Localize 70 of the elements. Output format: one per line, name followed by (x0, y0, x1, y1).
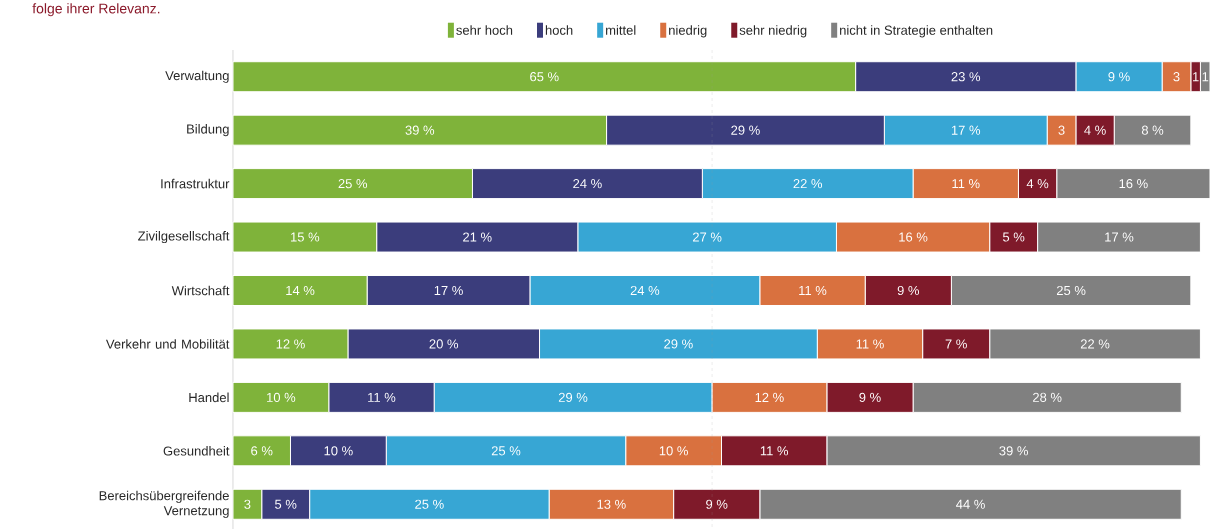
y-tick-label: Verkehr und Mobilität (105, 339, 230, 349)
data-label: 10 % (267, 392, 296, 402)
data-label: 10 % (659, 446, 688, 456)
data-label: 20 % (429, 339, 459, 349)
legend-label: hoch (545, 25, 573, 35)
data-label: 29 % (664, 339, 693, 349)
y-tick-label: Infrastruktur (161, 178, 230, 189)
data-label: 14 % (286, 285, 315, 296)
data-label: 25 % (415, 499, 444, 509)
data-label: 24 % (630, 285, 660, 296)
data-label: 39 % (405, 125, 435, 135)
data-label: 29 % (731, 125, 760, 135)
data-label: 4 % (1084, 125, 1106, 135)
data-label: 39 % (999, 446, 1028, 456)
data-label: 11 % (368, 392, 396, 402)
data-label: 16 % (899, 232, 928, 242)
data-label: 25 % (491, 446, 521, 456)
y-tick-label: Verwaltung (165, 70, 229, 83)
data-label: 1 (1202, 72, 1209, 82)
legend-label: niedrig (669, 25, 707, 38)
y-tick-label: Zivilgesellschaft (138, 230, 230, 244)
data-label: 13 % (597, 499, 626, 509)
data-label: 11 % (799, 285, 827, 296)
legend-label: sehr niedrig (739, 25, 807, 38)
data-label: 6 % (251, 446, 273, 456)
data-label: 24 % (573, 179, 602, 189)
y-tick-label: Bereichsübergreifende Vernetzung (99, 490, 229, 518)
data-label: 11 % (952, 179, 980, 189)
data-label: 9 % (1108, 72, 1130, 82)
data-label: 22 % (1080, 339, 1110, 349)
legend-label: mittel (606, 25, 636, 35)
data-label: 17 % (951, 125, 981, 135)
data-label: 3 (244, 499, 251, 509)
data-label: 12 % (276, 339, 305, 349)
data-label: 28 % (1033, 392, 1062, 402)
legend-label: sehr hoch (456, 25, 513, 35)
data-label: 21 % (463, 232, 492, 242)
data-label: 3 (1058, 125, 1065, 135)
data-label: 27 % (692, 232, 722, 242)
data-label: 22 % (793, 179, 823, 189)
y-tick-label: Bildung (187, 124, 229, 137)
data-label: 25 % (338, 179, 368, 189)
data-label: 17 % (1105, 232, 1134, 242)
text: folge ihrer Relevanz. (32, 3, 160, 17)
data-label: 7 % (945, 339, 967, 349)
data-label: 3 (1173, 72, 1180, 82)
data-label: 25 % (1056, 285, 1086, 296)
data-label: 8 % (1141, 125, 1164, 135)
data-label: 16 % (1119, 179, 1148, 189)
data-label: 23 % (951, 72, 981, 82)
data-label: 15 % (291, 232, 320, 242)
data-label: 9 % (859, 392, 881, 402)
data-label: 44 % (956, 499, 985, 509)
data-label: 65 % (530, 72, 559, 82)
data-label: 4 % (1026, 179, 1049, 189)
y-tick-label: Handel (189, 392, 229, 403)
data-label: 12 % (755, 392, 784, 402)
data-label: 1 (1193, 72, 1199, 82)
data-label: 5 % (275, 499, 297, 509)
data-label: 29 % (558, 392, 588, 402)
y-tick-label: Wirtschaft (171, 285, 230, 296)
y-tick-label: Gesundheit (163, 446, 230, 456)
data-label: 11 % (856, 339, 884, 349)
data-label: 5 % (1002, 232, 1025, 242)
data-label: 10 % (324, 446, 353, 456)
data-label: 9 % (706, 499, 728, 509)
legend-label: nicht in Strategie enthalten (840, 25, 993, 38)
data-label: 11 % (760, 446, 789, 456)
data-label: 17 % (434, 285, 463, 296)
data-label: 9 % (897, 285, 920, 296)
